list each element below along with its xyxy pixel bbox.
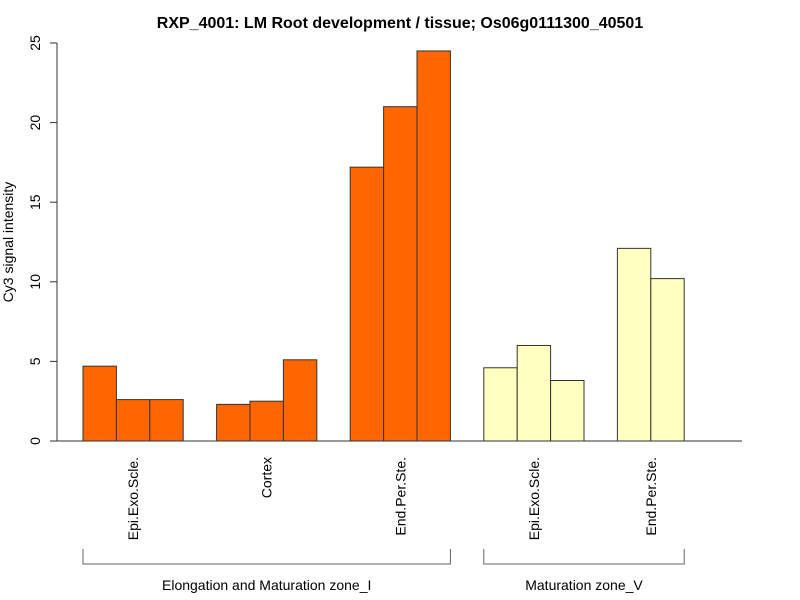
y-tick-label: 10: [27, 274, 43, 290]
category-labels: Epi.Exo.Scle. Cortex End.Per.Ste. Epi.Exo.S…: [125, 457, 659, 540]
y-axis: 0 5 10 15 20 25: [27, 35, 58, 445]
x-category-label: End.Per.Ste.: [392, 457, 408, 536]
y-tick-label: 0: [27, 437, 43, 445]
bar: [516, 344, 552, 442]
y-tick-label: 15: [27, 194, 43, 210]
y-tick-label: 5: [27, 357, 43, 365]
chart-title: RXP_4001: LM Root development / tissue; …: [157, 15, 644, 32]
x-category-label: End.Per.Ste.: [643, 457, 659, 536]
bar: [349, 166, 385, 442]
group-bracket: [483, 549, 685, 565]
bar: [416, 50, 451, 442]
y-axis-label: Cy3 signal intensity: [0, 182, 16, 303]
bar: [216, 403, 251, 442]
group-label: Maturation zone_V: [525, 577, 643, 593]
bar: [282, 359, 318, 442]
bar: [550, 380, 585, 442]
bar: [149, 399, 184, 442]
bar: [249, 400, 284, 442]
x-category-label: Cortex: [259, 457, 275, 498]
bar: [82, 365, 117, 442]
bar: [483, 367, 518, 442]
x-category-label: Epi.Exo.Scle.: [125, 457, 141, 540]
bars: [82, 50, 685, 442]
group-label: Elongation and Maturation zone_I: [162, 577, 371, 593]
group-bracket: [82, 549, 451, 565]
y-tick-label: 25: [27, 35, 43, 51]
bar: [650, 278, 685, 442]
group-brackets: Elongation and Maturation zone_I Maturati…: [82, 549, 685, 593]
y-tick-label: 20: [27, 115, 43, 131]
x-category-label: Epi.Exo.Scle.: [526, 457, 542, 540]
bar: [616, 247, 652, 442]
bar: [383, 106, 418, 442]
bar: [115, 399, 151, 442]
